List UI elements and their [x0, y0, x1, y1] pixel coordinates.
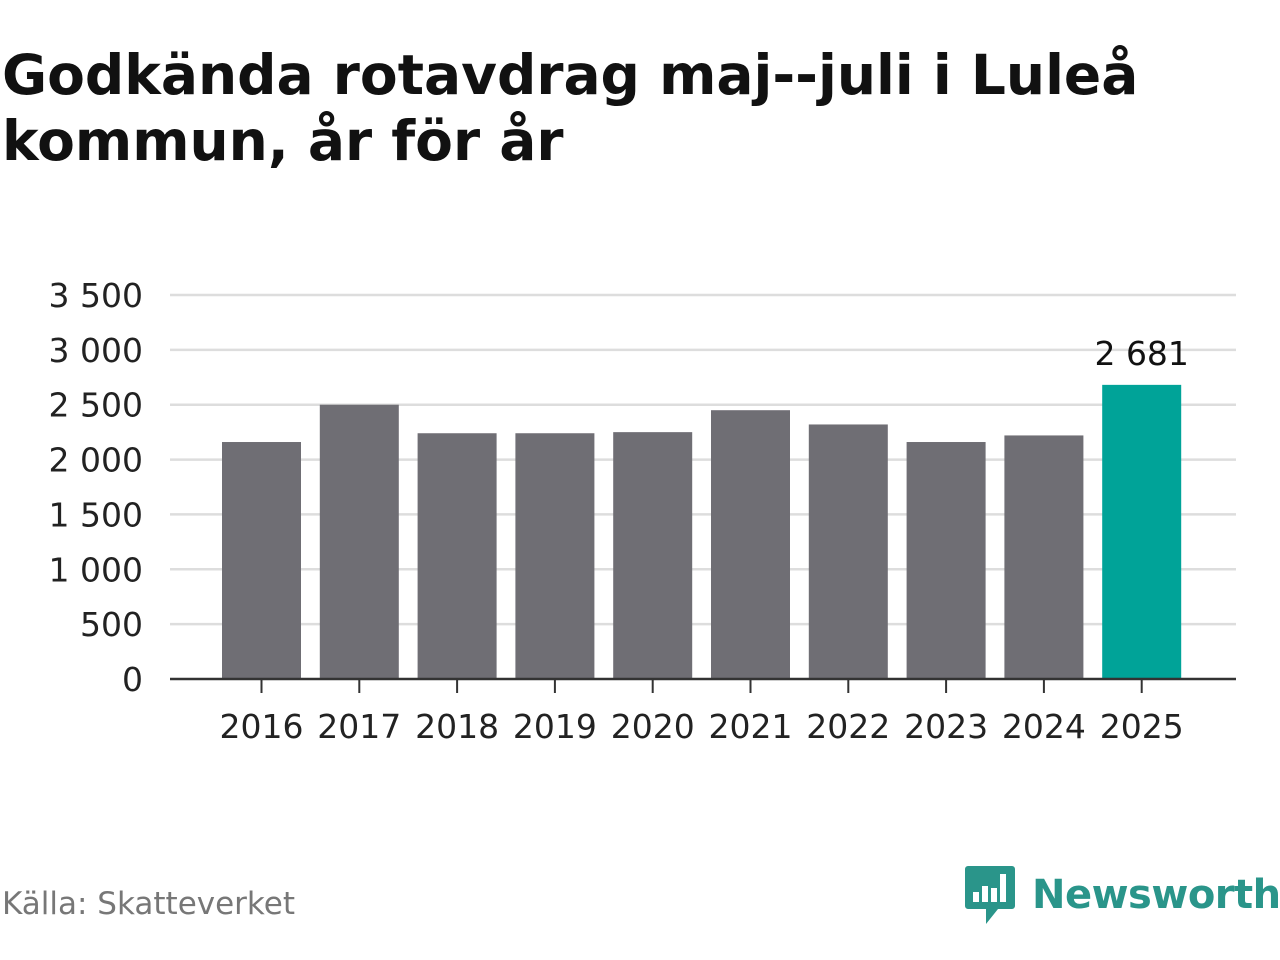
bar-2020 — [613, 432, 693, 679]
brand-logo: Newsworthy — [964, 864, 1280, 926]
y-tick-labels: 0 500 1 000 1 500 2 000 2 500 3 000 3 500 — [49, 276, 143, 699]
bar-2018 — [417, 433, 497, 679]
x-tick-label: 2019 — [513, 707, 597, 746]
bar-2024 — [1004, 435, 1084, 679]
x-tick-label: 2022 — [806, 707, 890, 746]
x-tick-label: 2016 — [220, 707, 304, 746]
bar-2016 — [222, 442, 301, 679]
bar-2022 — [808, 424, 888, 679]
x-tick-labels: 2016 2017 2018 2019 2020 2021 2022 2023 2024 2025 — [220, 707, 1184, 746]
x-tick-label: 2021 — [709, 707, 793, 746]
bar-2017 — [319, 404, 399, 679]
bars — [222, 384, 1182, 679]
chart-title: Godkända rotavdrag maj--juli i Luleå kom… — [2, 43, 1139, 173]
bar-2023 — [906, 442, 986, 679]
data-labels: 2 681 — [1094, 334, 1188, 373]
x-tick-label: 2018 — [415, 707, 499, 746]
data-label: 2 681 — [1094, 334, 1188, 373]
y-tick-label: 1 000 — [49, 550, 143, 589]
x-axis — [170, 677, 1236, 693]
bar-2021 — [711, 410, 790, 679]
y-tick-label: 3 500 — [49, 276, 143, 315]
y-tick-label: 3 000 — [49, 331, 143, 370]
newsworthy-logo-icon — [965, 866, 1015, 924]
x-tick-label: 2020 — [611, 707, 695, 746]
x-tick-label: 2017 — [317, 707, 401, 746]
brand-name: Newsworthy — [1032, 872, 1280, 918]
y-tick-label: 0 — [122, 660, 143, 699]
x-tick-label: 2024 — [1002, 707, 1086, 746]
y-tick-label: 2 000 — [49, 441, 143, 480]
x-tick-label: 2025 — [1100, 707, 1184, 746]
bar-2019 — [515, 433, 595, 679]
y-tick-label: 2 500 — [49, 386, 143, 425]
x-tick-label: 2023 — [904, 707, 988, 746]
source-note: Källa: Skatteverket — [2, 886, 296, 922]
bar-2025 — [1102, 384, 1182, 679]
y-tick-label: 500 — [80, 605, 143, 644]
y-tick-label: 1 500 — [49, 495, 143, 534]
